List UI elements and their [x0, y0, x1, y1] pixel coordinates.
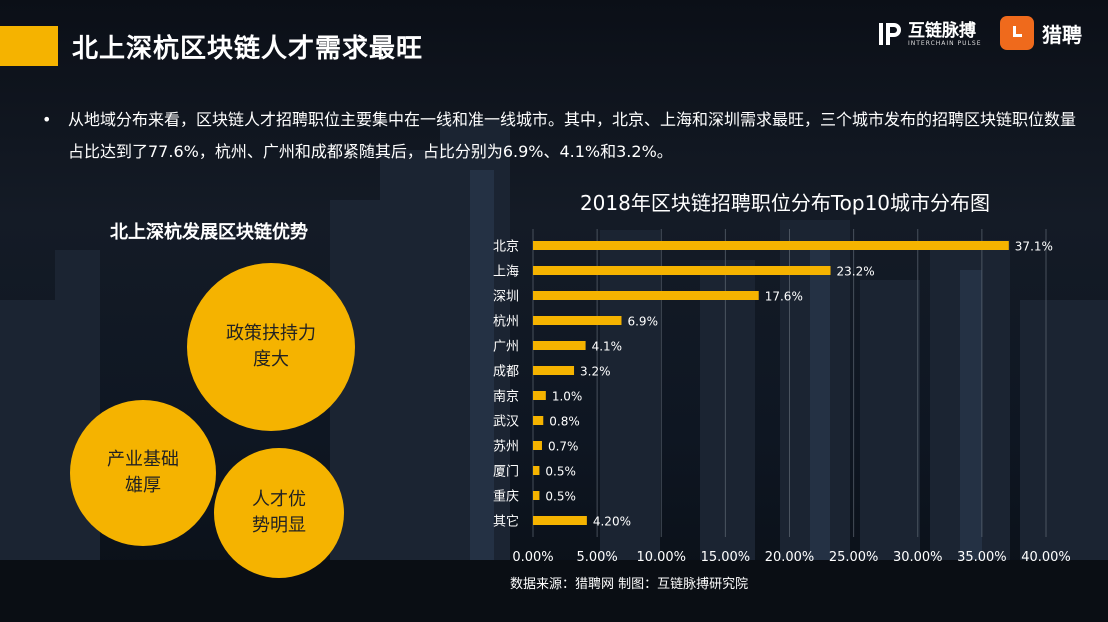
data-label: 1.0% [552, 390, 583, 404]
data-label: 37.1% [1015, 240, 1053, 254]
category-label: 上海 [493, 265, 519, 280]
data-label: 3.2% [580, 365, 611, 379]
data-label: 0.8% [549, 415, 580, 429]
x-tick-label: 20.00% [765, 550, 815, 565]
advantage-circle-talent: 人才优势明显 [214, 448, 344, 578]
advantage-talent-label: 人才优势明显 [252, 489, 306, 536]
category-label: 广州 [493, 340, 519, 355]
data-label: 0.7% [548, 440, 579, 454]
advantage-circle-policy: 政策扶持力度大 [187, 263, 355, 431]
logo-subtitle: INTERCHAIN PULSE [908, 39, 982, 47]
bar [533, 441, 542, 450]
data-label: 17.6% [765, 290, 803, 304]
category-label: 厦门 [493, 465, 519, 480]
advantage-policy-label: 政策扶持力度大 [226, 323, 316, 370]
advantages-title: 北上深杭发展区块链优势 [110, 222, 308, 243]
category-label: 其它 [493, 514, 519, 530]
category-label: 武汉 [493, 415, 519, 430]
bullet-dot: • [42, 110, 52, 129]
x-tick-label: 10.00% [636, 550, 686, 565]
bar [533, 366, 575, 375]
category-label: 北京 [493, 240, 519, 255]
x-tick-label: 25.00% [829, 550, 879, 565]
data-label: 23.2% [837, 265, 875, 279]
liepin-logo-name: 猎聘 [1042, 22, 1082, 47]
bar [533, 241, 1009, 250]
data-label: 4.1% [592, 340, 623, 354]
interchain-pulse-logo: 互链脉搏 INTERCHAIN PULSE [876, 20, 982, 48]
summary-bullet: • 从地域分布来看，区块链人才招聘职位主要集中在一线和准一线城市。其中，北京、上… [42, 104, 1082, 168]
category-label: 苏州 [493, 439, 519, 455]
x-tick-label: 30.00% [893, 550, 943, 565]
data-label: 0.5% [545, 465, 576, 479]
page-title: 北上深杭区块链人才需求最旺 [72, 34, 424, 64]
advantage-industry-label: 产业基础雄厚 [107, 449, 179, 496]
bar-chart: 0.00% 5.00% 10.00% 15.00% 20.00% 25.00% 30.00%… [493, 229, 1071, 565]
title-accent-bar [0, 26, 58, 66]
data-label: 4.20% [593, 515, 631, 529]
category-label: 深圳 [493, 290, 519, 305]
bar [533, 416, 544, 425]
bar [533, 516, 587, 525]
liepin-logo-icon [1000, 16, 1034, 50]
data-source-note: 数据来源：猎聘网 制图：互链脉搏研究院 [510, 577, 749, 592]
category-label: 杭州 [493, 315, 519, 330]
bar [533, 491, 540, 500]
logo-name: 互链脉搏 [908, 20, 976, 41]
liepin-logo: 猎聘 [1000, 16, 1082, 50]
bar [533, 316, 622, 325]
summary-text: 从地域分布来看，区块链人才招聘职位主要集中在一线和准一线城市。其中，北京、上海和… [68, 110, 1077, 161]
bar [533, 466, 540, 475]
x-tick-label: 0.00% [512, 550, 553, 565]
chart-title: 2018年区块链招聘职位分布Top10城市分布图 [579, 191, 991, 215]
data-label: 6.9% [627, 315, 658, 329]
advantage-circle-industry: 产业基础雄厚 [70, 400, 216, 546]
x-tick-label: 15.00% [701, 550, 751, 565]
ip-logo-icon [879, 23, 901, 45]
bar [533, 291, 759, 300]
bar [533, 391, 546, 400]
x-tick-label: 40.00% [1021, 550, 1071, 565]
data-label: 0.5% [545, 490, 576, 504]
x-tick-label: 5.00% [576, 550, 617, 565]
bar [533, 341, 586, 350]
category-label: 南京 [493, 389, 519, 405]
bar [533, 266, 831, 275]
category-label: 重庆 [493, 489, 519, 505]
category-label: 成都 [493, 365, 519, 380]
x-tick-label: 35.00% [957, 550, 1007, 565]
